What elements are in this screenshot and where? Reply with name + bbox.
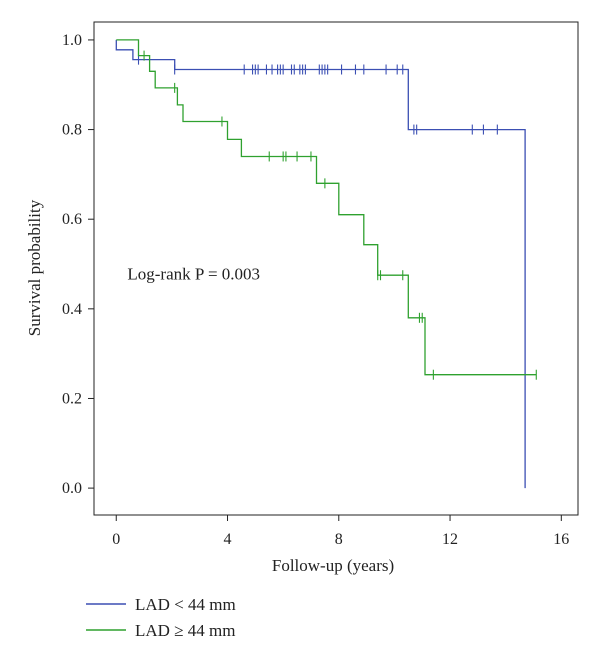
y-tick-label: 0.2 bbox=[62, 390, 82, 407]
x-tick-label: 0 bbox=[112, 531, 120, 548]
y-tick-label: 0.6 bbox=[62, 211, 82, 228]
y-tick-label: 0.8 bbox=[62, 122, 82, 139]
x-axis-ticks: 0 4 8 12 16 bbox=[112, 515, 569, 548]
y-axis-title: Survival probability bbox=[25, 199, 44, 336]
series-layer bbox=[115, 39, 537, 489]
legend: LAD < 44 mm LAD ≥ 44 mm bbox=[86, 595, 236, 640]
x-tick-label: 16 bbox=[553, 531, 569, 548]
x-axis-title: Follow-up (years) bbox=[272, 556, 394, 575]
y-tick-label: 0.0 bbox=[62, 480, 82, 497]
x-tick-label: 12 bbox=[442, 531, 458, 548]
y-tick-label: 1.0 bbox=[62, 32, 82, 49]
log-rank-annotation: Log-rank P = 0.003 bbox=[127, 265, 260, 284]
series-group-1 bbox=[115, 39, 526, 489]
legend-label: LAD < 44 mm bbox=[135, 595, 236, 614]
plot-frame bbox=[93, 21, 579, 516]
legend-label: LAD ≥ 44 mm bbox=[135, 621, 235, 640]
x-tick-label: 4 bbox=[224, 531, 232, 548]
y-axis-ticks: 0.0 0.2 0.4 0.6 0.8 1.0 bbox=[62, 32, 94, 497]
x-tick-label: 8 bbox=[335, 531, 343, 548]
survival-curve-2 bbox=[116, 39, 537, 376]
y-tick-label: 0.4 bbox=[62, 301, 82, 318]
series-group-2 bbox=[116, 39, 537, 380]
